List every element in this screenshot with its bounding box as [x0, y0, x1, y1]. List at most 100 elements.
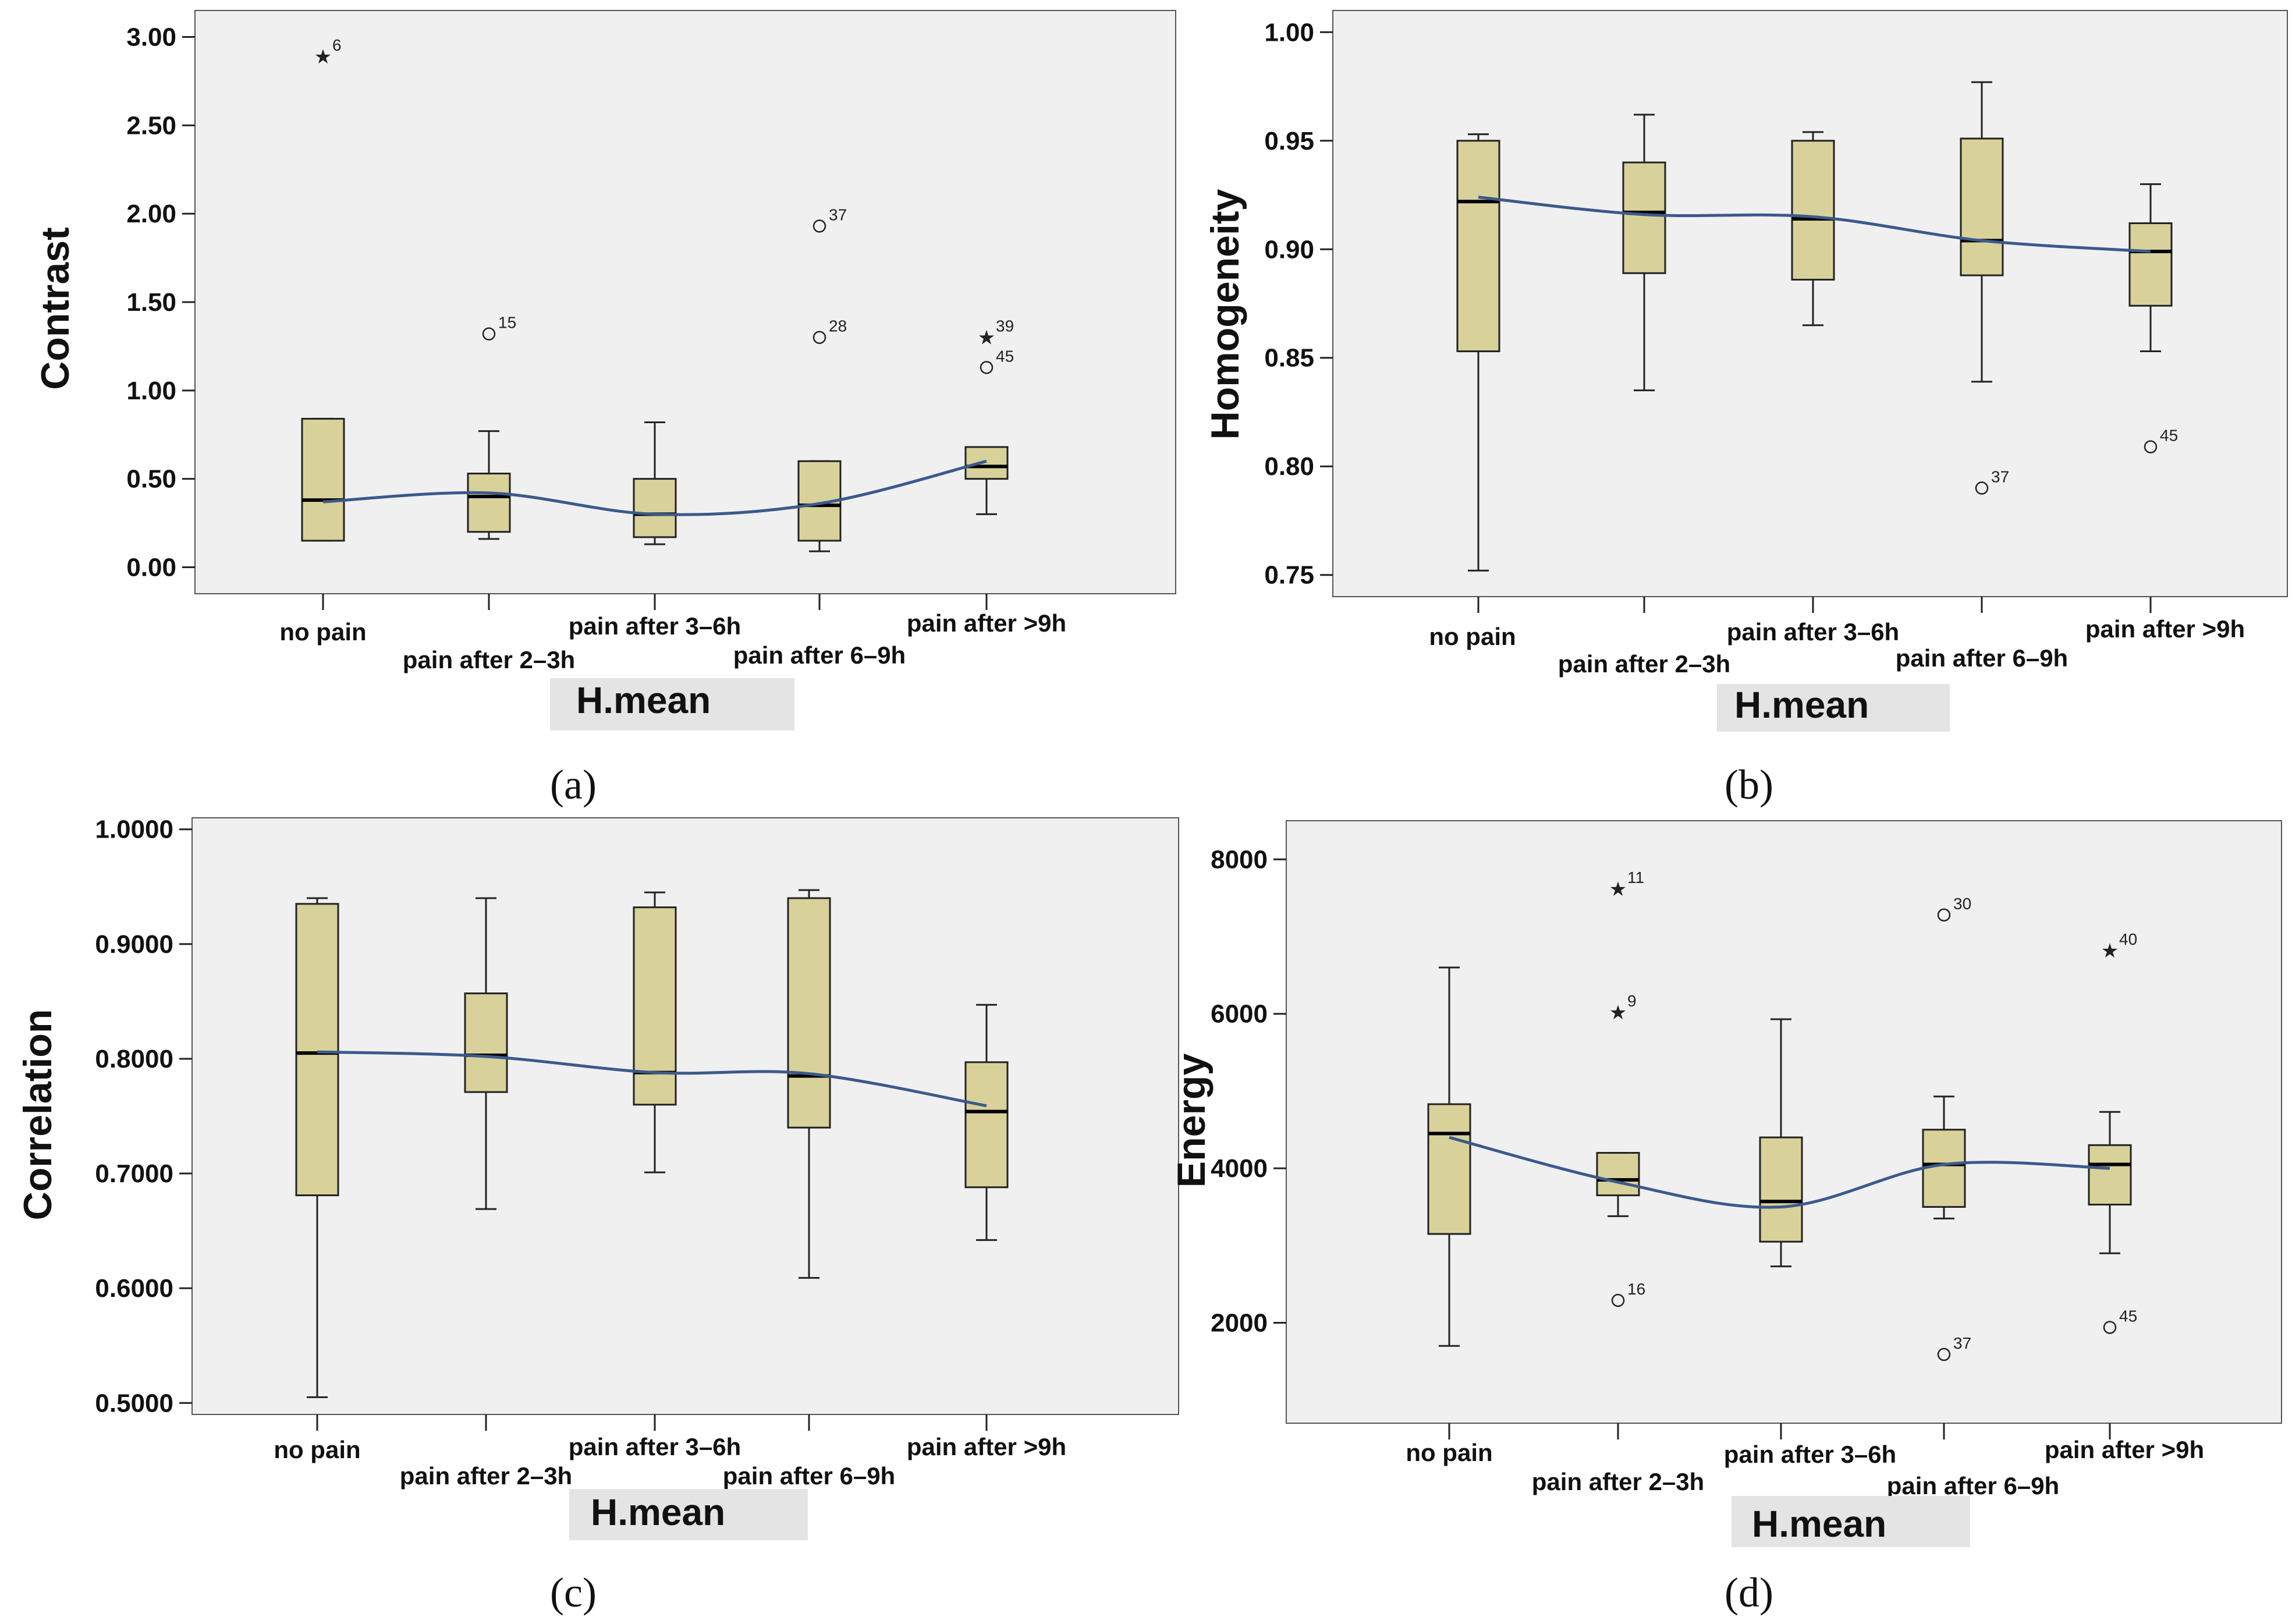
box-1 [295, 897, 339, 1398]
outlier-label: 39 [996, 317, 1014, 335]
y-tick-label: 0.80 [1264, 452, 1314, 481]
plot-area [194, 10, 1176, 594]
chart-panel-1: 0.00 0.50 1.00 1.50 2.00 2.50 3.00 no pain pain … [33, 10, 1176, 808]
y-tick-label: 1.00 [126, 377, 176, 405]
trend-line [317, 1050, 987, 1108]
x-tick-label: no pain [279, 618, 366, 646]
outlier-label: 45 [2160, 427, 2178, 445]
x-tick-label: pain after 3–6h [569, 612, 741, 640]
iqr-box [633, 906, 677, 1106]
x-axis-title: H.mean [1734, 684, 1869, 726]
outlier-circle [1937, 1348, 1951, 1361]
x-tick-label: pain after 3–6h [1727, 618, 1899, 646]
outlier-label: 16 [1627, 1280, 1645, 1298]
iqr-box [1791, 140, 1835, 281]
y-axis-title: Energy [1169, 1054, 1214, 1188]
outlier-circle [1611, 1293, 1625, 1307]
iqr-box [1456, 140, 1500, 353]
outlier-label: 45 [996, 347, 1014, 365]
y-tick-label: 2.50 [126, 111, 176, 140]
y-tick-label: 0.8000 [95, 1045, 173, 1073]
trend-line [1449, 1136, 2110, 1209]
iqr-box [1427, 1103, 1471, 1235]
y-axis-title: Homogeneity [1203, 189, 1247, 439]
y-tick-label: 1.00 [1264, 18, 1314, 47]
trend-line [1478, 196, 2151, 253]
y-tick-label: 0.85 [1264, 344, 1314, 373]
x-tick-label: pain after 2–3h [1558, 650, 1730, 678]
box-3 [1759, 1018, 1803, 1268]
x-tick-label: pain after 2–3h [400, 1462, 572, 1490]
x-axis-title: H.mean [1752, 1503, 1886, 1545]
x-tick-label: pain after 3–6h [569, 1433, 741, 1460]
outlier-label: 45 [2119, 1307, 2137, 1325]
x-tick-label: pain after >9h [2085, 615, 2245, 643]
outlier-star: ★ [1609, 1001, 1627, 1024]
y-tick-label: 0.75 [1264, 561, 1314, 590]
iqr-box [633, 478, 677, 538]
x-axis-title-bg [569, 1489, 808, 1540]
y-tick-label: 0.5000 [95, 1389, 173, 1417]
box-5 [2128, 183, 2173, 353]
outlier-circle [1937, 908, 1951, 922]
x-tick-label: pain after >9h [907, 609, 1066, 637]
box-5 [964, 1004, 1009, 1241]
chart-panel-4: 2000 4000 6000 8000 no pain pain after 2–3h pa… [1169, 820, 2282, 1616]
outlier-circle [980, 361, 994, 374]
box-4 [1960, 81, 2004, 383]
iqr-box [1759, 1136, 1803, 1243]
x-tick-label: no pain [1406, 1439, 1492, 1466]
y-tick-label: 4000 [1211, 1154, 1268, 1183]
x-tick-label: pain after >9h [2045, 1436, 2204, 1463]
y-tick-label: 0.7000 [95, 1160, 173, 1188]
y-tick-label: 3.00 [126, 23, 176, 52]
outlier-label: 9 [1627, 992, 1637, 1010]
chart-panel-3: 0.5000 0.6000 0.7000 0.8000 0.9000 1.0000 no p… [16, 815, 1179, 1616]
outlier-star: ★ [978, 327, 995, 350]
outlier-circle [2144, 440, 2158, 453]
y-axis-title: Contrast [33, 227, 77, 390]
iqr-box [964, 1061, 1009, 1189]
box-2 [1622, 114, 1666, 392]
panel-label: (d) [1725, 1569, 1773, 1616]
y-tick-label: 1.0000 [95, 815, 173, 844]
iqr-box [2088, 1144, 2132, 1205]
box-1 [1456, 133, 1500, 572]
outlier-circle [1975, 481, 1989, 495]
box-4 [1922, 1095, 1966, 1219]
trend-line [322, 459, 987, 516]
iqr-box [1922, 1129, 1966, 1208]
iqr-box [464, 992, 508, 1093]
outlier-label: 11 [1627, 868, 1644, 887]
box-4 [787, 889, 831, 1279]
y-tick-label: 6000 [1211, 1000, 1268, 1029]
y-tick-label: 0.50 [126, 465, 176, 494]
box-1 [1427, 966, 1471, 1347]
iqr-box [787, 897, 831, 1129]
box-1 [301, 417, 345, 542]
x-axis-title: H.mean [576, 679, 711, 721]
iqr-box [1960, 137, 2004, 276]
y-tick-label: 0.95 [1264, 127, 1314, 155]
outlier-label: 37 [1991, 468, 2009, 486]
outlier-circle [813, 331, 826, 344]
outlier-label: 37 [829, 205, 847, 224]
x-axis-title-bg [550, 678, 794, 731]
y-tick-label: 8000 [1211, 845, 1268, 874]
x-axis-title: H.mean [591, 1491, 725, 1533]
plot-area [191, 817, 1179, 1415]
x-tick-label: pain after 3–6h [1724, 1441, 1896, 1468]
outlier-circle [2103, 1321, 2117, 1334]
box-5 [2088, 1111, 2132, 1254]
x-tick-label: pain after 6–9h [1896, 644, 2068, 672]
outlier-circle [482, 327, 496, 341]
iqr-box [467, 473, 511, 533]
x-axis-title-bg [1732, 1496, 1970, 1547]
y-tick-label: 0.6000 [95, 1274, 173, 1303]
outlier-label: 37 [1953, 1334, 1971, 1352]
iqr-box [1596, 1152, 1640, 1197]
x-tick-label: pain after 2–3h [1532, 1468, 1704, 1495]
iqr-box [1622, 161, 1666, 274]
y-tick-label: 0.9000 [95, 930, 173, 959]
